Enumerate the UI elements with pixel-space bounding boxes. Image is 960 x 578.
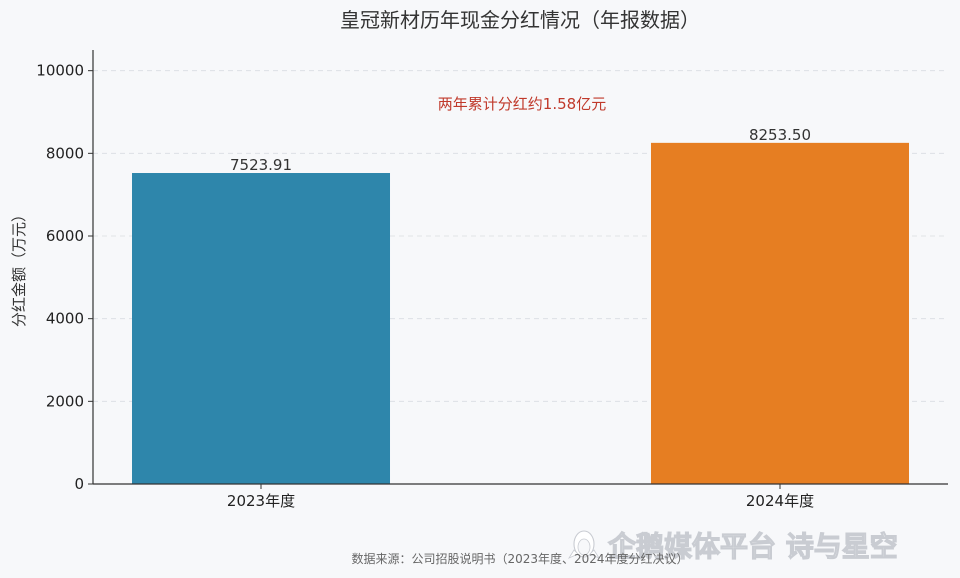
y-tick-label: 2000 <box>46 392 84 410</box>
y-axis-label: 分红金额（万元） <box>10 207 28 327</box>
bars <box>132 142 909 484</box>
y-ticks: 0 2000 4000 6000 8000 10000 <box>36 62 93 493</box>
watermark-text: 企鹅媒体平台 诗与星空 <box>608 530 898 563</box>
x-ticks: 2023年度 2024年度 <box>227 484 814 510</box>
bar-value-label: 7523.91 <box>230 156 292 174</box>
y-tick-label: 6000 <box>46 227 84 245</box>
chart-title: 皇冠新材历年现金分红情况（年报数据） <box>340 8 700 32</box>
axes <box>92 50 948 485</box>
watermark: 企鹅媒体平台 诗与星空 <box>567 529 898 564</box>
source-note: 数据来源：公司招股说明书（2023年度、2024年度分红决议） <box>351 551 688 566</box>
x-tick-label: 2024年度 <box>746 492 814 510</box>
y-tick-label: 0 <box>74 475 84 493</box>
bar-2023年度 <box>132 173 391 484</box>
x-tick-label: 2023年度 <box>227 492 295 510</box>
annotation-text: 两年累计分红约1.58亿元 <box>438 95 606 113</box>
y-tick-label: 10000 <box>36 62 84 80</box>
y-tick-label: 8000 <box>46 144 84 162</box>
bar-2024年度 <box>650 142 909 484</box>
data-labels: 7523.91 8253.50 <box>230 126 811 174</box>
penguin-logo-icon <box>567 530 601 559</box>
bar-value-label: 8253.50 <box>749 126 811 144</box>
y-tick-label: 4000 <box>46 310 84 328</box>
